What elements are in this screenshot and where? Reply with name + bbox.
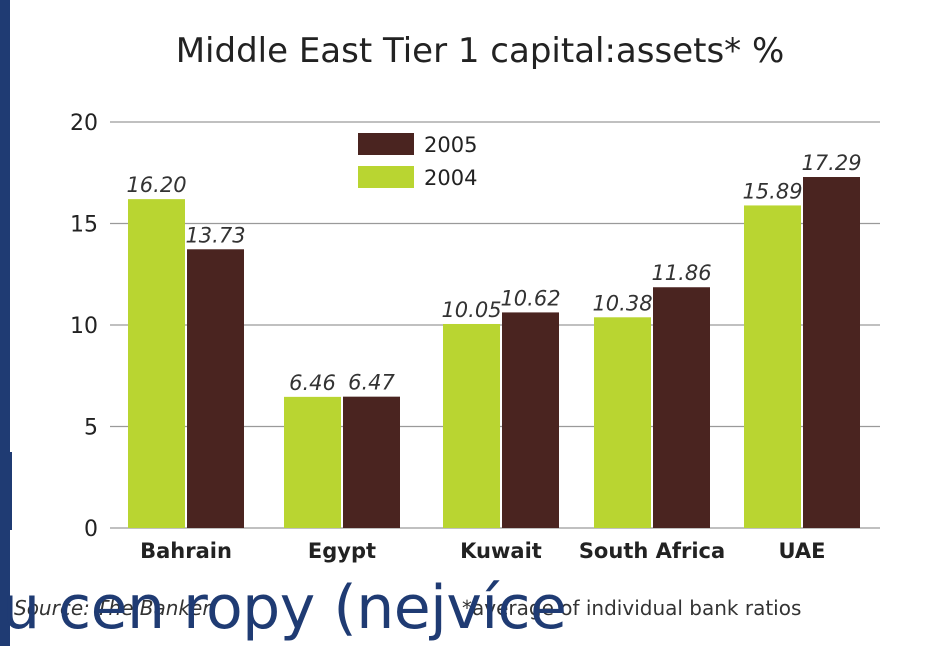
data-label: 17.29: [801, 151, 861, 175]
data-label: 10.38: [592, 291, 652, 315]
x-tick-label: Egypt: [308, 539, 376, 563]
overlay-slide-text: u cen ropy (nejvíce: [2, 573, 567, 643]
bar-2005-uae: [803, 177, 860, 528]
left-edge-bar: [0, 0, 10, 646]
data-label: 10.62: [500, 286, 560, 310]
y-tick-label: 0: [84, 517, 98, 542]
data-label: 6.47: [348, 371, 395, 395]
y-axis: 0 5 10 15 20: [70, 111, 98, 542]
source-text: Source: The Banker: [14, 596, 211, 620]
chart-title: Middle East Tier 1 capital:assets* %: [176, 31, 785, 71]
x-axis: Bahrain Egypt Kuwait South Africa UAE: [140, 539, 825, 563]
y-tick-label: 10: [70, 314, 98, 339]
data-label: 10.05: [441, 298, 501, 322]
y-tick-label: 20: [70, 111, 98, 136]
footnote-text: *average of individual bank ratios: [462, 596, 802, 620]
data-label: 11.86: [651, 261, 711, 285]
bar-2005-bahrain: [187, 249, 244, 528]
data-label: 6.46: [289, 371, 336, 395]
y-tick-label: 15: [70, 213, 98, 238]
bar-2005-kuwait: [502, 312, 559, 528]
bar-2004-kuwait: [443, 323, 500, 528]
legend-label-2005: 2005: [424, 133, 477, 157]
bar-2005-egypt: [343, 396, 400, 528]
bar-2004-uae: [744, 205, 801, 529]
x-tick-label: UAE: [778, 539, 825, 563]
bar-2004-bahrain: [128, 199, 185, 528]
bar-2004-south-africa: [594, 317, 651, 528]
bar-2004-egypt: [284, 396, 341, 528]
data-label: 13.73: [185, 223, 245, 247]
source-note: Source: The Banker *average of individua…: [14, 596, 844, 620]
legend-swatch-2004: [358, 166, 414, 188]
bar-2005-south-africa: [653, 287, 710, 528]
bars: [128, 177, 860, 529]
legend-swatch-2005: [358, 133, 414, 155]
data-label: 16.20: [126, 173, 186, 197]
x-tick-label: South Africa: [579, 539, 725, 563]
y-tick-label: 5: [84, 416, 98, 441]
left-slide-block: [0, 452, 12, 530]
x-tick-label: Bahrain: [140, 539, 232, 563]
data-label: 15.89: [742, 179, 802, 203]
legend: 2005 2004: [358, 133, 477, 190]
x-tick-label: Kuwait: [460, 539, 542, 563]
legend-label-2004: 2004: [424, 166, 477, 190]
